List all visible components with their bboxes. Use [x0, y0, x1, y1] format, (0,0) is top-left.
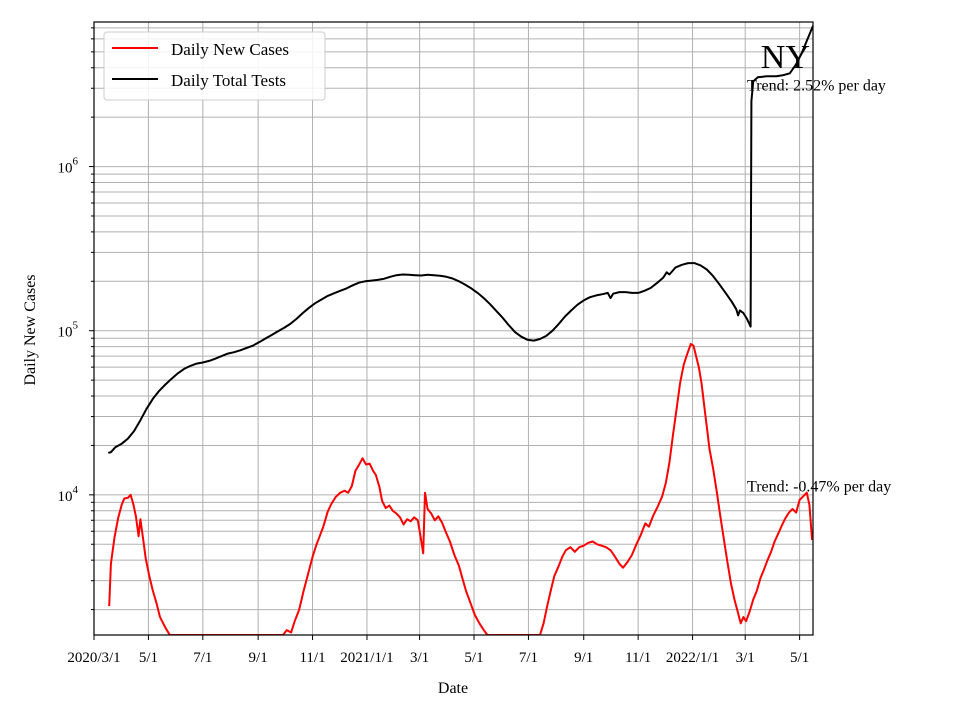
- legend: Daily New Cases Daily Total Tests: [103, 31, 326, 101]
- trend-annotation: Trend: 2.52% per day: [747, 78, 886, 95]
- x-tick-label: 11/1: [299, 650, 325, 666]
- x-tick-label: 7/1: [519, 650, 538, 666]
- x-tick-label: 2021/1/1: [340, 650, 393, 666]
- x-tick-label: 3/1: [410, 650, 429, 666]
- x-tick-label: 3/1: [736, 650, 755, 666]
- series-line-daily-new-cases: [108, 343, 813, 635]
- legend-box: [103, 31, 326, 101]
- x-tick-label: 9/1: [574, 650, 593, 666]
- x-tick-label: 2020/3/1: [67, 650, 120, 666]
- y-tick-label: 105: [58, 320, 79, 341]
- series-lines: [108, 25, 813, 635]
- y-axis-title: Daily New Cases: [22, 274, 39, 385]
- axis-ticks: 2020/3/1 5/1 7/1 9/1 11/1 2021/1/1 3/1 5/1 7/1 9/…: [58, 27, 809, 666]
- y-tick-label: 104: [58, 484, 79, 505]
- plot-frame: [93, 21, 814, 636]
- annotations: NY Trend: 2.52% per day Trend: -0.47% per …: [747, 39, 891, 496]
- trend-annotation: Trend: -0.47% per day: [747, 478, 891, 495]
- x-tick-label: 9/1: [249, 650, 268, 666]
- x-tick-label: 7/1: [193, 650, 212, 666]
- series-line-daily-total-tests: [108, 25, 813, 454]
- x-tick-label: 5/1: [139, 650, 158, 666]
- x-axis-title: Date: [438, 680, 468, 697]
- x-tick-label: 2022/1/1: [666, 650, 719, 666]
- y-tick-label: 106: [58, 156, 79, 177]
- x-tick-label: 5/1: [464, 650, 483, 666]
- grid: [93, 22, 813, 635]
- legend-label-daily-new-cases: Daily New Cases: [171, 40, 289, 59]
- state-label: NY: [761, 39, 810, 76]
- x-tick-label: 5/1: [790, 650, 809, 666]
- x-tick-label: 11/1: [625, 650, 651, 666]
- legend-label-daily-total-tests: Daily Total Tests: [171, 71, 286, 90]
